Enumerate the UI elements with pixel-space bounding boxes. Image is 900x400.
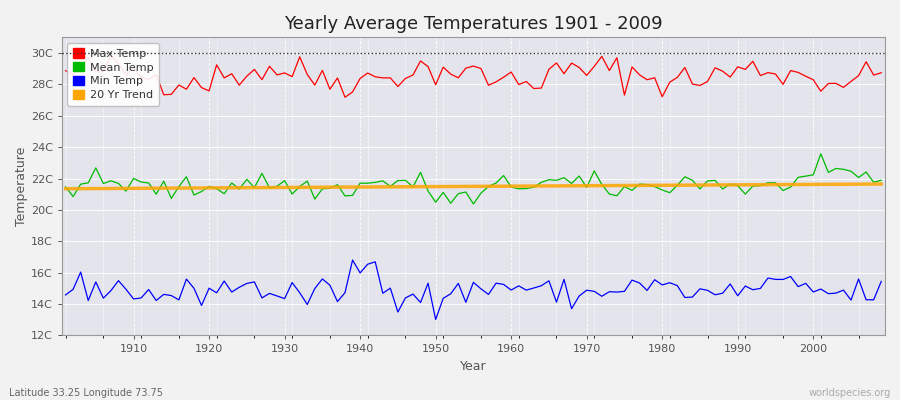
- Title: Yearly Average Temperatures 1901 - 2009: Yearly Average Temperatures 1901 - 2009: [284, 15, 662, 33]
- Legend: Max Temp, Mean Temp, Min Temp, 20 Yr Trend: Max Temp, Mean Temp, Min Temp, 20 Yr Tre…: [68, 43, 158, 106]
- Text: Latitude 33.25 Longitude 73.75: Latitude 33.25 Longitude 73.75: [9, 388, 163, 398]
- X-axis label: Year: Year: [460, 360, 487, 373]
- Text: worldspecies.org: worldspecies.org: [809, 388, 891, 398]
- Y-axis label: Temperature: Temperature: [15, 147, 28, 226]
